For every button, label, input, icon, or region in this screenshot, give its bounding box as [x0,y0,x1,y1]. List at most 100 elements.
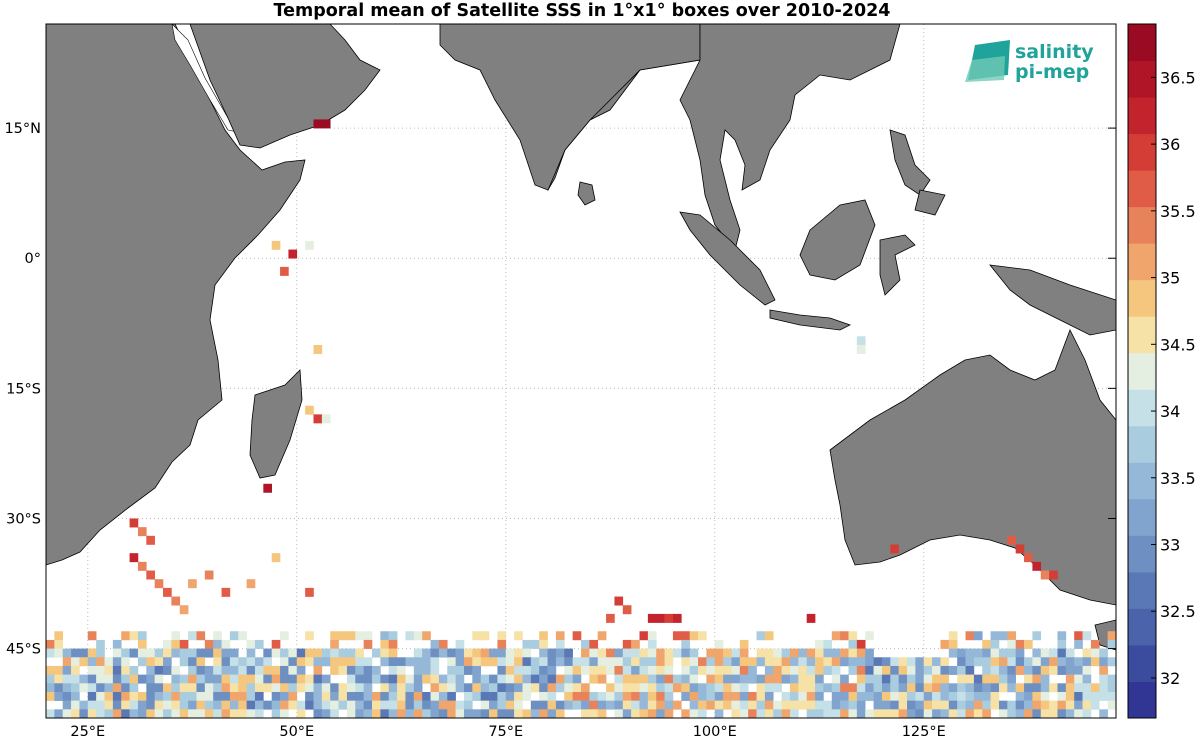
sss-cell [1082,648,1092,658]
lon-tick-label: 25°E [70,724,105,740]
sss-cell [756,657,766,667]
sss-cell [948,639,958,649]
sss-cell [422,674,431,684]
sss-cell [514,648,523,658]
sss-cell [547,691,557,701]
sss-cell [957,691,966,701]
sss-cell [104,674,114,684]
sss-cell [480,631,490,641]
sss-cell [714,674,724,684]
sss-cell [1107,691,1116,701]
sss-cell [589,639,599,649]
sss-cell [271,648,281,658]
sss-cell [213,674,222,684]
sss-cell [539,691,548,701]
sss-cell [840,683,849,693]
sss-cell [489,683,498,693]
sss-cell [622,657,632,667]
sss-cell [723,700,732,710]
sss-cell [221,648,231,658]
sss-cell [221,700,231,710]
sss-cell [714,683,724,693]
sss-cell [71,648,80,658]
sss-cell [246,639,256,649]
sss-cell [79,709,89,718]
sss-cell [163,657,172,667]
colorbar-swatch [1128,535,1156,573]
sss-cell [514,657,523,667]
sss-cell [823,639,833,649]
sss-cell [413,700,423,710]
sss-cell [338,631,348,641]
sss-cell [539,700,548,710]
sss-cell [1024,683,1033,693]
sss-cell [296,648,306,658]
sss-cell [87,709,97,718]
sss-cell [856,674,866,684]
sss-cell [823,665,833,675]
sss-cell [438,683,448,693]
sss-cell [505,691,515,701]
sss-cell [288,665,298,675]
sss-cell [982,709,991,718]
sss-cell [54,648,64,658]
sss-cell [1082,683,1092,693]
sss-cell [823,648,833,658]
sss-cell [1099,657,1108,667]
sss-cell [848,639,858,649]
land-borneo [799,199,876,281]
sss-cell [698,665,707,675]
sss-cell [806,657,816,667]
sss-cell [79,648,89,658]
sss-cell [597,700,607,710]
sss-cell [305,587,314,597]
sss-cell [171,674,181,684]
sss-cell [137,639,147,649]
sss-cell [597,691,607,701]
sss-cell [154,579,164,589]
sss-cell [831,691,841,701]
sss-cell [129,665,139,675]
sss-cell [346,665,356,675]
sss-cell [62,648,72,658]
sss-cell [405,657,415,667]
sss-cell [296,674,306,684]
sss-cell [522,674,532,684]
sss-cell [990,648,1000,658]
sss-cell [948,700,958,710]
colorbar-swatch [1128,316,1156,354]
sss-cell [497,691,507,701]
sss-cell [280,709,289,718]
sss-cell [121,700,130,710]
sss-cell [957,709,966,718]
sss-cell [238,657,247,667]
sss-cell [96,648,105,658]
sss-cell [555,639,565,649]
sss-cell [647,683,657,693]
sss-cell [998,665,1008,675]
sss-cell [62,665,72,675]
sss-cell [1040,691,1050,701]
sss-cell [280,683,289,693]
sss-cell [681,657,690,667]
sss-cell [706,700,716,710]
sss-cell [848,700,858,710]
sss-cell [973,709,983,718]
sss-cell [388,683,398,693]
sss-cell [1082,691,1092,701]
lat-tick-label: 45°S [6,642,41,658]
sss-cell [188,700,197,710]
sss-cell [606,657,615,667]
sss-cell [1007,674,1016,684]
sss-cell [1024,657,1033,667]
sss-cell [982,674,991,684]
sss-cell [112,648,122,658]
sss-cell [664,683,674,693]
land-australia [829,329,1116,606]
sss-cell [430,657,440,667]
sss-cell [137,709,147,718]
sss-cell [647,657,657,667]
sss-cell [430,691,440,701]
sss-cell [815,691,824,701]
sss-cell [146,709,155,718]
